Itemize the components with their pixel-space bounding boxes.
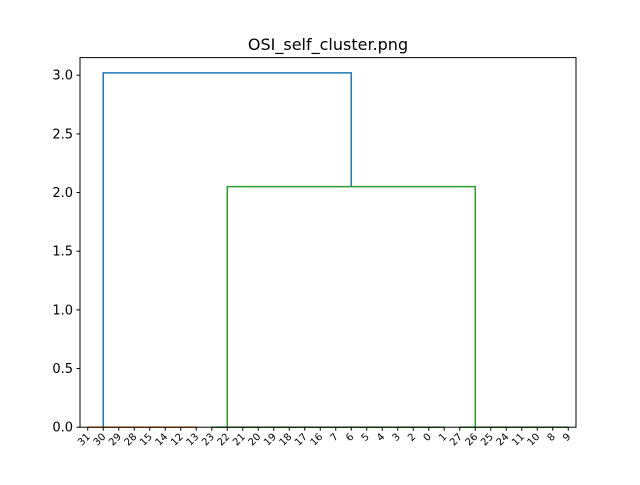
- chart-title: OSI_self_cluster.png: [248, 35, 408, 55]
- y-tick-label: 3.0: [52, 69, 73, 84]
- y-tick-label: 0.0: [52, 421, 73, 436]
- plot-frame: [79, 57, 577, 428]
- y-tick-label: 2.5: [52, 127, 73, 142]
- y-tick-label: 2.0: [52, 186, 73, 201]
- y-axis: 0.0 0.5 1.0 1.5 2.0 2.5 3.0: [52, 69, 80, 436]
- y-tick-label: 1.0: [52, 303, 73, 318]
- y-tick-label: 0.5: [52, 362, 73, 377]
- dendrogram-link: [102, 72, 352, 428]
- y-tick-label: 1.5: [52, 245, 73, 260]
